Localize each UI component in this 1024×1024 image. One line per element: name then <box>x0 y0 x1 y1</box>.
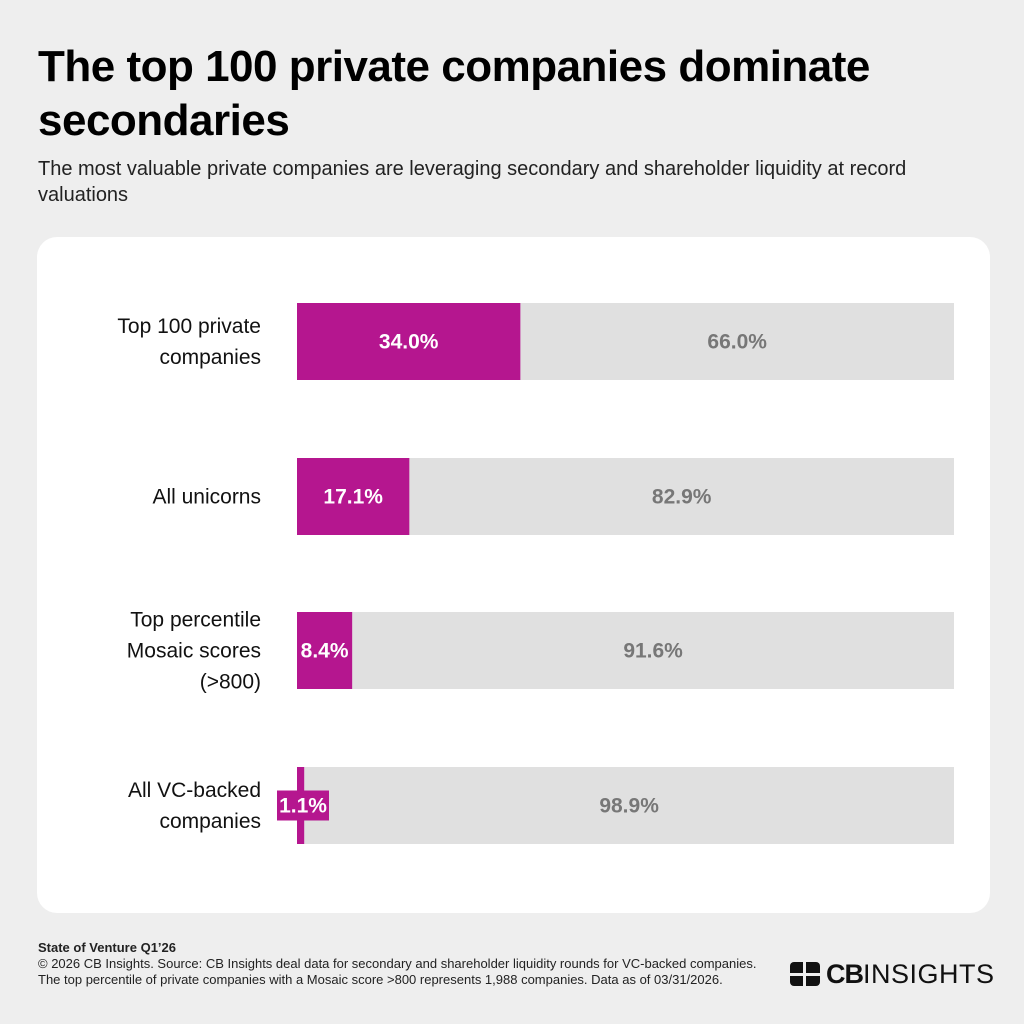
source-note: © 2026 CB Insights. Source: CB Insights … <box>38 956 757 987</box>
value-label-primary: 17.1% <box>323 486 383 509</box>
logo-text-light: INSIGHTS <box>863 958 995 989</box>
category-label: Top percentile Mosaic scores (>800) <box>127 609 261 694</box>
logo-text-bold: CB <box>826 958 864 989</box>
category-label: All unicorns <box>152 486 261 509</box>
page-title: The top 100 private companies dominate s… <box>38 42 870 145</box>
bar-remainder <box>409 458 954 535</box>
value-label-primary: 34.0% <box>379 331 439 354</box>
bar-remainder <box>352 612 954 689</box>
cb-insights-logo: CB INSIGHTS <box>790 958 995 989</box>
bar-remainder <box>520 303 954 380</box>
value-label-remainder: 98.9% <box>599 795 659 818</box>
category-label: Top 100 private companies <box>117 315 261 369</box>
cb-logo-icon <box>790 962 820 986</box>
value-label-primary: 8.4% <box>301 640 349 663</box>
value-label-remainder: 66.0% <box>707 331 767 354</box>
report-name: State of Venture Q1’26 <box>38 940 176 955</box>
value-label-primary: 1.1% <box>279 795 327 818</box>
page-subtitle: The most valuable private companies are … <box>38 158 907 206</box>
category-label: All VC-backed companies <box>128 779 261 833</box>
bar-primary <box>297 458 410 535</box>
value-label-remainder: 91.6% <box>623 640 683 663</box>
value-label-remainder: 82.9% <box>652 486 712 509</box>
value-label-bg <box>277 790 329 821</box>
footer: State of Venture Q1’26 © 2026 CB Insight… <box>38 940 758 988</box>
bar-primary <box>297 303 521 380</box>
bar-remainder <box>304 767 954 844</box>
bar-primary <box>297 612 353 689</box>
